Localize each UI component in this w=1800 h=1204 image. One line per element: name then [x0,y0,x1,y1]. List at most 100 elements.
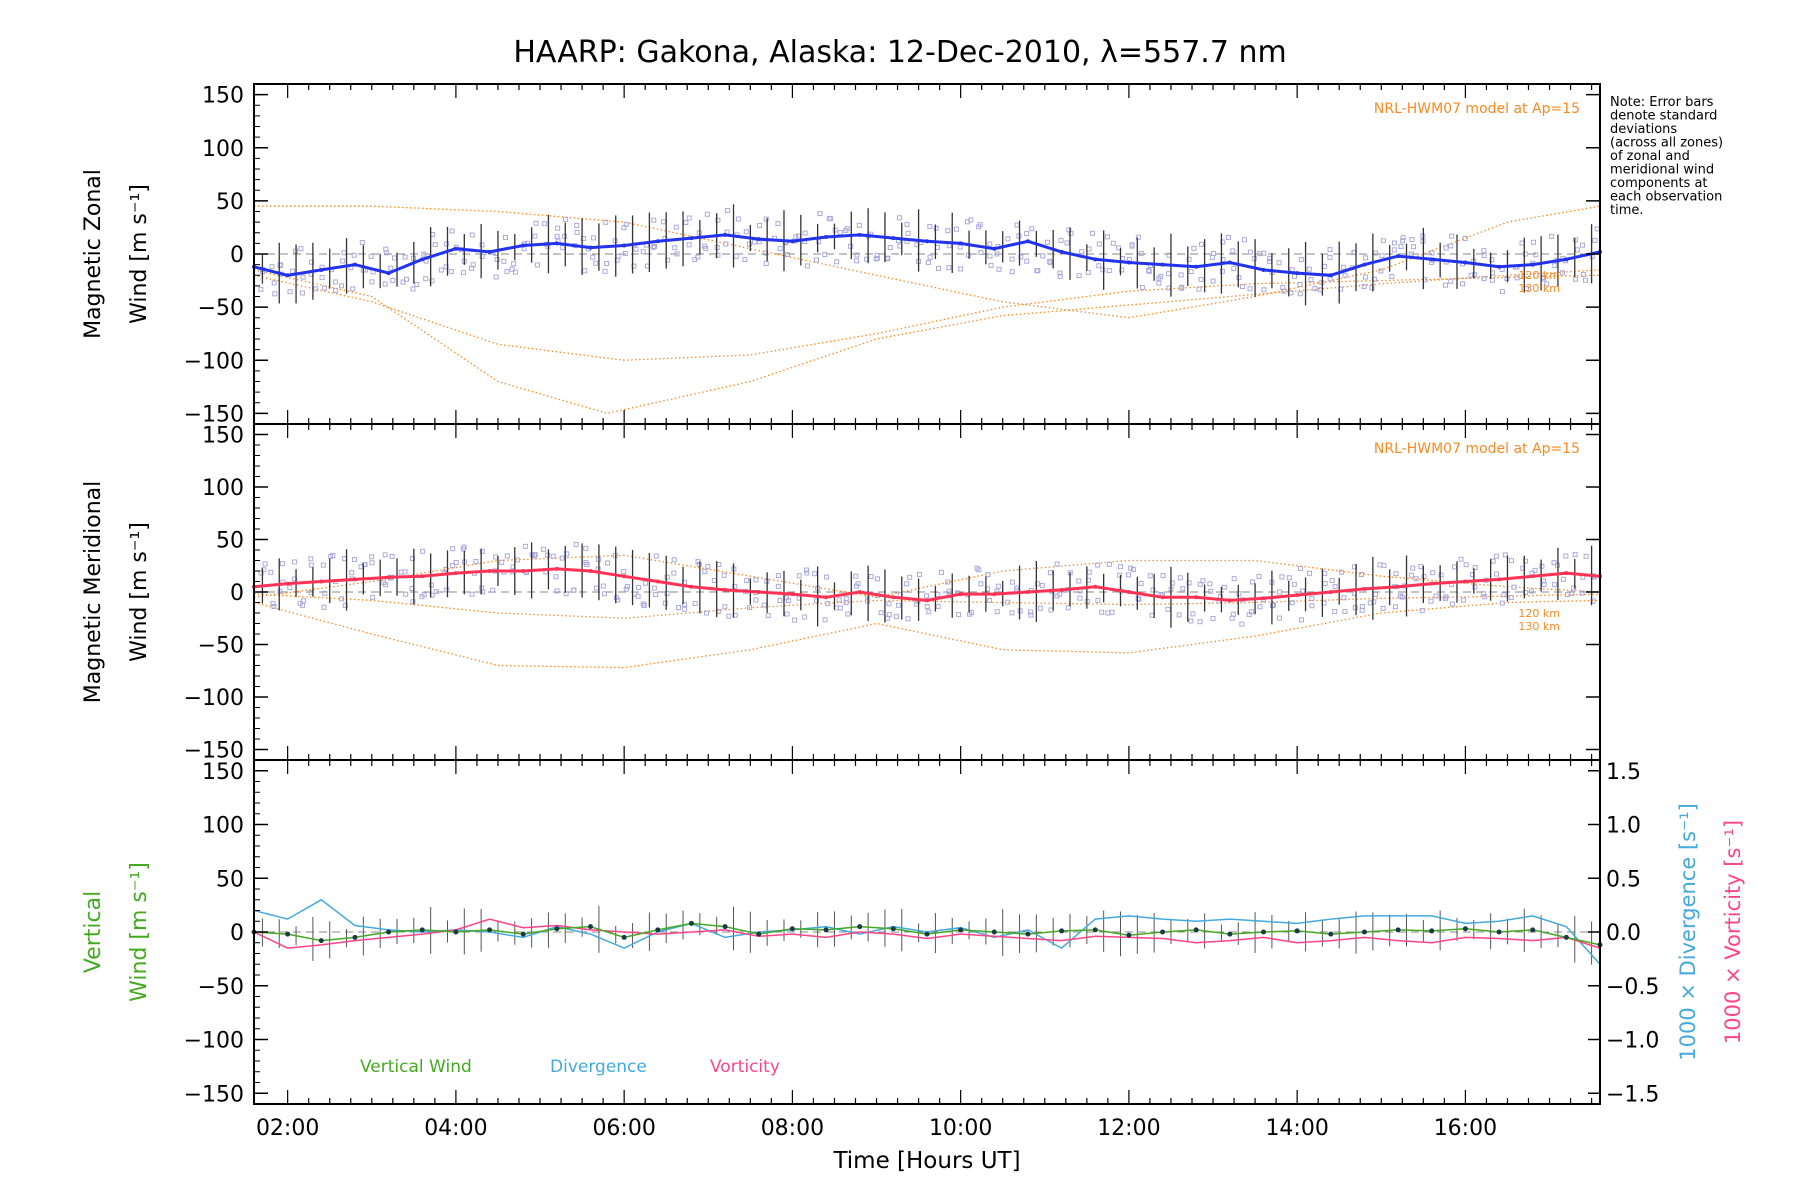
zone-sample-marker [1529,588,1535,594]
zone-sample-marker [1018,254,1024,260]
zone-sample-marker [995,583,1001,589]
vertical-wind-point [1025,931,1031,937]
zone-sample-marker [1430,570,1436,576]
zone-sample-marker [642,580,648,586]
zone-sample-marker [270,601,276,607]
zone-sample-marker [1306,266,1312,272]
meridional-wind-point [891,595,896,600]
zone-sample-marker [350,286,356,292]
zone-sample-marker [503,234,509,240]
zone-sample-marker [299,290,305,296]
meridional-wind-point [1261,596,1266,601]
y-tick-label: 0 [230,921,244,946]
zonal-wind-point [1160,262,1165,267]
zone-sample-marker [541,546,547,552]
zone-sample-marker [1332,584,1338,590]
vertical-wind-point [318,938,324,944]
zone-sample-marker [602,268,608,274]
zone-sample-marker [804,263,810,269]
model-curve [253,269,1601,415]
zone-sample-marker [1429,250,1435,256]
vertical-wind-point [1496,929,1502,935]
zone-sample-marker [1188,618,1194,624]
vertical-wind-point [453,929,459,935]
meridional-wind-point [1328,590,1333,594]
zone-sample-marker [333,287,339,293]
vertical-wind-point [554,926,560,932]
zone-sample-marker [600,583,606,589]
zone-sample-marker [1196,286,1202,292]
zone-sample-marker [1564,591,1570,597]
model-annotation: NRL-HWM07 model at Ap=15 [1374,441,1580,457]
zone-sample-marker [873,256,879,262]
zone-sample-marker [1480,591,1486,597]
zone-sample-marker [1433,593,1439,599]
zone-sample-marker [1130,566,1136,572]
meridional-wind-point [521,569,526,573]
panel-vertical: Vertical Wind Divergence Vorticity 1.5 1.0 0.… [81,759,1745,1174]
zone-sample-marker [278,262,284,268]
divergence-axis-label: 1000 × Divergence [s⁻¹] [1676,803,1700,1061]
zone-sample-marker [985,572,991,578]
y-tick-label: 100 [202,476,244,501]
zonal-wind-point [1396,254,1401,259]
zone-sample-marker [258,286,264,292]
zone-sample-marker [1340,264,1346,270]
zone-sample-marker [837,230,843,236]
meridional-wind-point [655,579,660,584]
zone-sample-marker [433,589,439,595]
vertical-wind-point [1429,928,1435,934]
zone-sample-marker [1009,610,1015,616]
zone-sample-marker [816,239,822,245]
zone-sample-marker [1261,250,1267,256]
zone-sample-marker [1400,235,1406,241]
y-tick-label: −100 [184,349,244,374]
meridional-wind-point [958,592,963,597]
meridional-wind-point [1396,584,1401,589]
y-axis-label-line1: Vertical [81,891,106,973]
zone-sample-marker [400,279,406,285]
zone-sample-marker [1198,277,1204,283]
zone-sample-marker [429,278,435,284]
zone-sample-marker [1229,615,1235,621]
zone-sample-marker [905,616,911,622]
zone-sample-marker [1470,572,1476,578]
zone-sample-marker [1249,579,1255,585]
zone-sample-marker [1363,255,1369,261]
vertical-wind-point [1462,926,1468,932]
zone-sample-marker [423,276,429,282]
vertical-wind-point [1126,932,1132,938]
zone-sample-marker [1246,612,1252,618]
zonal-wind-point [1295,271,1300,276]
vertical-wind-point [958,927,964,933]
vorticity-axis-label: 1000 × Vorticity [s⁻¹] [1721,820,1745,1044]
zonal-wind-point [1362,262,1367,267]
zone-sample-marker [321,604,327,610]
zone-sample-marker [987,241,993,247]
zone-sample-marker [1308,276,1314,282]
zone-sample-marker [1054,593,1060,599]
zone-sample-marker [784,252,790,258]
zone-sample-marker [825,601,831,607]
y-tick-label: 50 [216,867,244,892]
zone-sample-marker [593,260,599,266]
zone-sample-marker [1210,278,1216,284]
zone-sample-marker [817,211,823,217]
zone-sample-marker [1207,581,1213,587]
meridional-wind-point [554,566,559,571]
y-tick-label: 50 [216,529,244,554]
zone-sample-marker [813,257,819,263]
zone-sample-marker [926,609,932,615]
zone-sample-marker [650,244,656,250]
zone-sample-marker [938,569,944,575]
zone-sample-marker [878,610,884,616]
zone-sample-marker [1139,285,1145,291]
zone-sample-marker [591,235,597,241]
zone-sample-marker [1242,237,1248,243]
zone-sample-marker [743,229,749,235]
zone-sample-marker [1064,240,1070,246]
zone-sample-marker [1489,257,1495,263]
zone-sample-marker [390,277,396,283]
zone-sample-marker [1104,234,1110,240]
y-tick-label: −150 [184,739,244,764]
